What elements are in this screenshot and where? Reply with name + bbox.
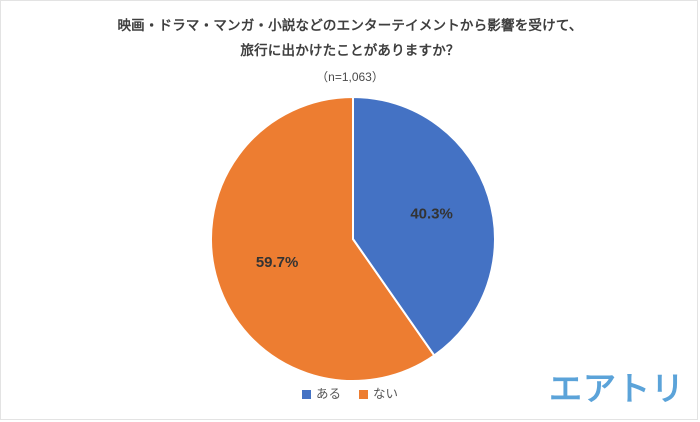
legend-item-aru[interactable]: ある (301, 387, 341, 401)
legend-swatch-icon-aru (301, 389, 311, 399)
chart-legend: ある ない (1, 387, 699, 401)
legend-item-nai[interactable]: ない (359, 387, 398, 401)
pie-label-aru: 40.3% (410, 205, 453, 222)
chart-title-line-2: 旅行に出かけたことがありますか？ (240, 43, 460, 58)
pie-slice-nai[interactable] (210, 96, 436, 382)
chart-title-block: 映画・ドラマ・マンガ・小説などのエンターテイメントから影響を受けて、 旅行に出か… (1, 13, 699, 85)
legend-label-nai: ない (373, 387, 399, 401)
pie-label-nai: 59.7% (256, 254, 299, 271)
sample-size-label: （n=1,063） (316, 70, 384, 84)
legend-label-aru: ある (315, 387, 341, 401)
brand-logo: エアトリ (549, 370, 685, 407)
pie-slice-aru[interactable] (352, 96, 496, 357)
chart-title-line-1: 映画・ドラマ・マンガ・小説などのエンターテイメントから影響を受けて、 (117, 18, 583, 33)
pie-chart-svg: 40.3% 59.7% (210, 96, 496, 382)
legend-swatch-icon-nai (359, 389, 368, 399)
pie-chart: 40.3% 59.7% (210, 96, 496, 382)
